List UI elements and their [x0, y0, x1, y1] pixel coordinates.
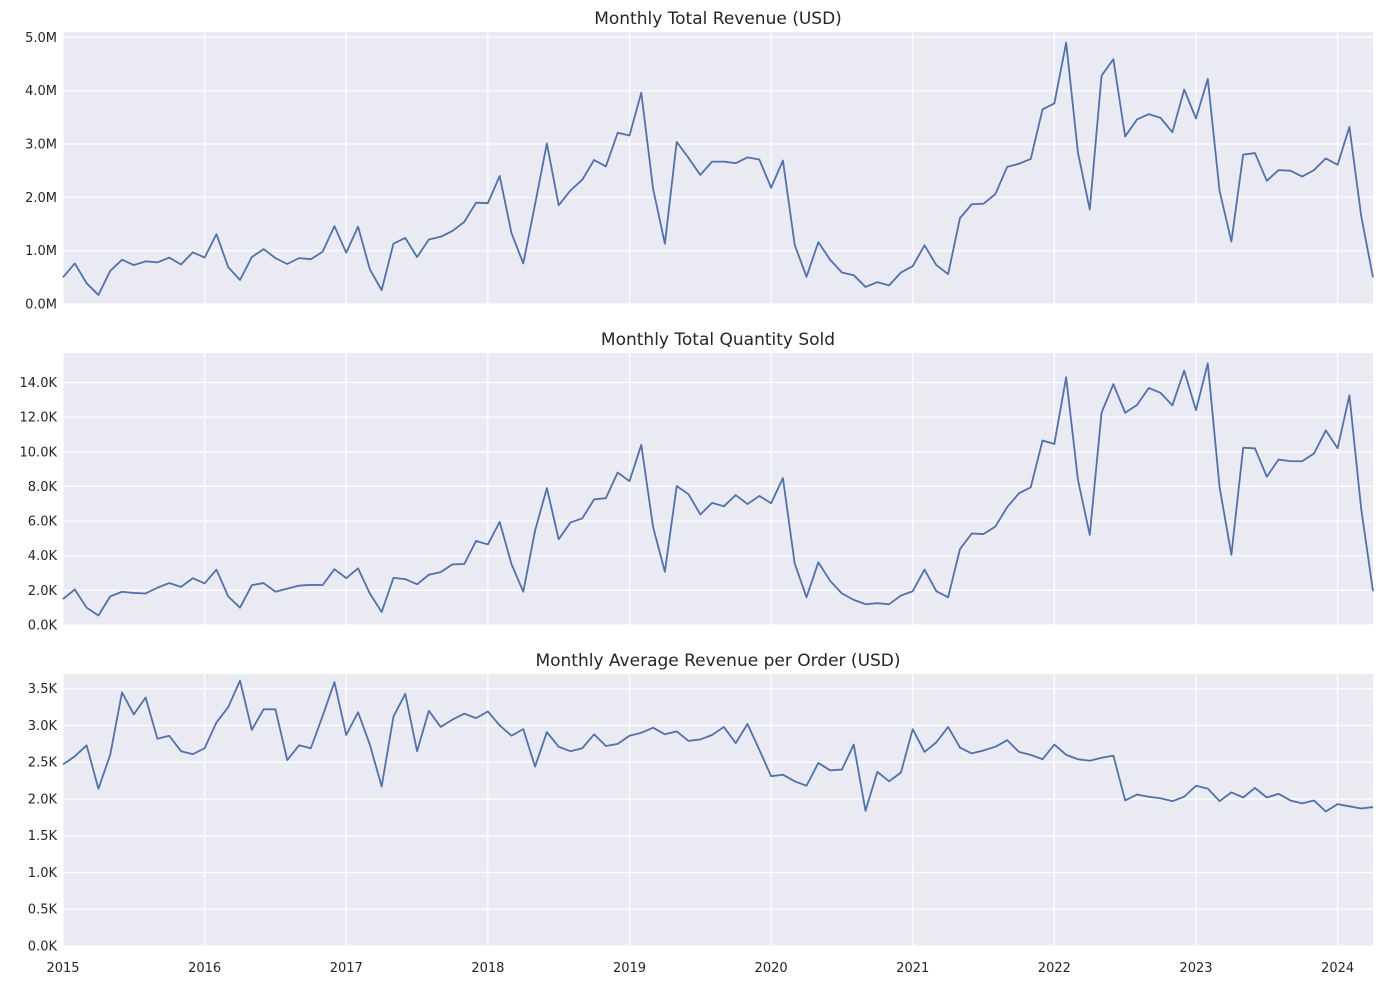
chart-title: Monthly Average Revenue per Order (USD) [535, 651, 900, 671]
y-tick-label: 8.0K [28, 480, 58, 495]
y-tick-label: 2.0K [28, 792, 58, 807]
y-tick-label: 2.5K [28, 756, 58, 771]
chart-panel-3: 0.0K 0.5K 1.0K 1.5K 2.0K 2.5K 3.0K 3.5K Monthly … [28, 651, 1374, 955]
x-tick-label: 2015 [46, 961, 79, 976]
y-tick-label: 1.5K [28, 829, 58, 844]
y-tick-label: 10.0K [20, 445, 58, 460]
y-tick-label: 0.0K [28, 619, 58, 634]
x-tick-label: 2021 [896, 961, 929, 976]
x-tick-label: 2016 [188, 961, 221, 976]
y-tick-label: 4.0K [28, 549, 58, 564]
y-tick-label: 0.0K [28, 940, 58, 955]
x-tick-label: 2024 [1321, 961, 1354, 976]
x-tick-label: 2023 [1179, 961, 1212, 976]
chart-panel-2: 0.0K 2.0K 4.0K 6.0K 8.0K 10.0K 12.0K 14.0K Month… [20, 330, 1374, 634]
x-tick-label: 2018 [471, 961, 504, 976]
x-tick-label: 2019 [613, 961, 646, 976]
chart-title: Monthly Total Quantity Sold [601, 330, 835, 350]
y-tick-label: 3.0K [28, 719, 58, 734]
x-tick-label: 2022 [1038, 961, 1071, 976]
y-tick-label: 6.0K [28, 515, 58, 530]
x-tick-label: 2020 [755, 961, 788, 976]
y-tick-label: 1.0K [28, 866, 58, 881]
x-tick-label: 2017 [330, 961, 363, 976]
chart-panel-1: 0.0M 1.0M 2.0M 3.0M 4.0M 5.0M Monthly Total Re… [25, 9, 1374, 313]
y-tick-label: 2.0K [28, 584, 58, 599]
y-tick-label: 0.0M [25, 298, 57, 313]
y-tick-label: 12.0K [20, 411, 58, 426]
series-line [62, 362, 1374, 617]
y-tick-label: 3.0M [25, 138, 57, 153]
y-tick-label: 1.0M [25, 244, 57, 259]
plot-area [63, 353, 1373, 625]
plot-area [63, 32, 1373, 304]
y-tick-label: 4.0M [25, 84, 57, 99]
y-tick-label: 0.5K [28, 903, 58, 918]
plot-area [63, 674, 1373, 946]
chart-title: Monthly Total Revenue (USD) [594, 9, 842, 29]
y-tick-label: 3.5K [28, 682, 58, 697]
y-tick-label: 14.0K [20, 376, 58, 391]
series-line [62, 41, 1374, 296]
series-line [62, 679, 1374, 813]
y-tick-label: 5.0M [25, 31, 57, 46]
y-tick-label: 2.0M [25, 191, 57, 206]
